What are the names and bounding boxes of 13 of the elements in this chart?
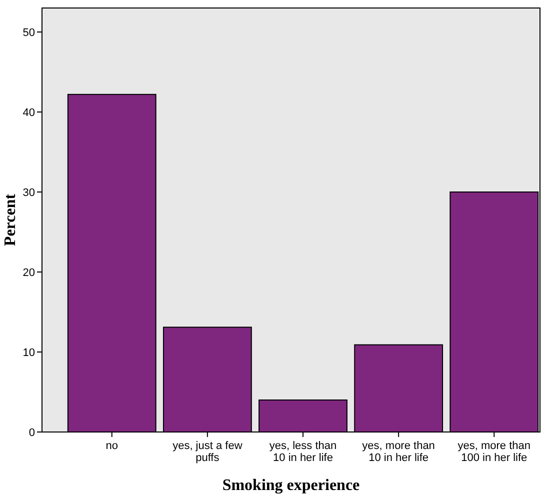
x-tick-label: yes, more than 10 in her life	[362, 440, 435, 464]
x-tick-label: yes, just a few puffs	[172, 440, 242, 464]
y-tick-label: 50	[22, 26, 35, 39]
y-axis-title: Percent	[2, 193, 19, 246]
y-tick-label: 20	[22, 266, 35, 279]
y-tick-label: 40	[22, 106, 35, 119]
x-axis-title: Smoking experience	[222, 477, 360, 494]
y-tick-label: 10	[22, 346, 35, 359]
y-tick-label: 30	[22, 186, 35, 199]
x-tick-label: yes, less than 10 in her life	[269, 440, 337, 464]
x-tick-label: yes, more than 100 in her life	[458, 440, 531, 464]
y-tick-label: 0	[28, 426, 35, 439]
x-tick-label: no	[106, 440, 118, 452]
